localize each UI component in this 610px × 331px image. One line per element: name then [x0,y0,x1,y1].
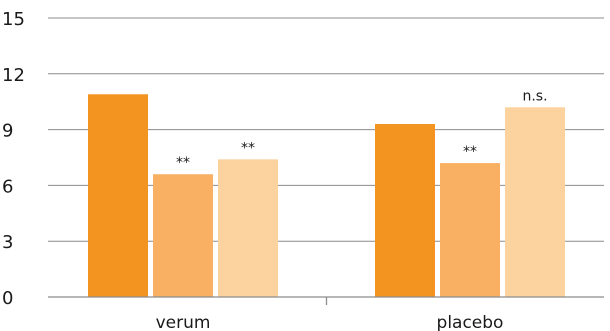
y-tick-labels: 0 3 6 9 12 15 [2,9,25,309]
bar-verum-3 [218,159,278,297]
y-tick-label: 0 [2,288,13,309]
bar-annotation: ** [241,140,255,156]
bar-placebo-3 [505,107,565,297]
y-tick-label: 3 [2,232,13,253]
y-tick-label: 15 [2,9,25,30]
bars [88,94,565,297]
y-tick-label: 9 [2,121,13,142]
y-tick-label: 6 [2,176,13,197]
x-axis [48,297,604,305]
bar-verum-1 [88,94,148,297]
bar-placebo-2 [440,163,500,297]
category-labels: verum placebo [156,313,504,331]
bar-placebo-1 [375,124,435,297]
category-label-verum: verum [156,313,211,331]
bar-verum-2 [153,174,213,297]
category-label-placebo: placebo [437,313,504,331]
bar-annotation: ** [463,144,477,160]
bar-annotation: ** [176,155,190,171]
y-tick-label: 12 [2,65,25,86]
bar-annotation: n.s. [522,88,547,104]
